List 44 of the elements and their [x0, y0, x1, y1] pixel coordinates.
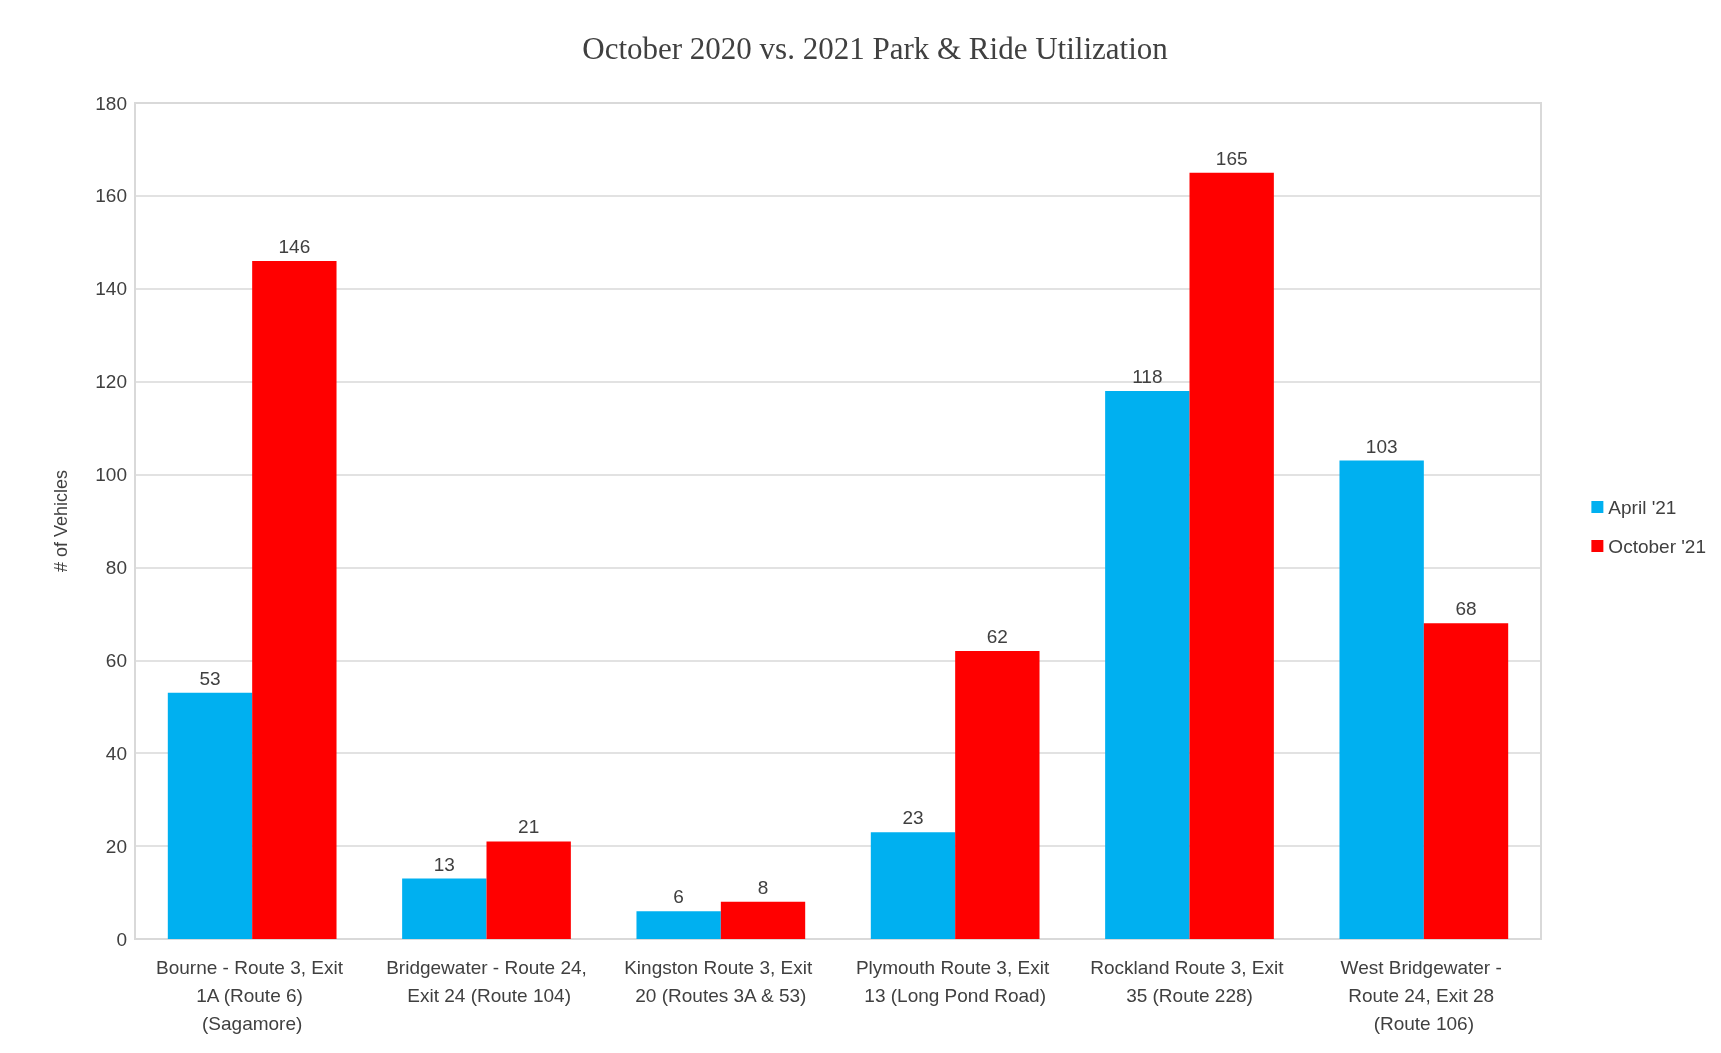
bar: [486, 841, 571, 939]
bar: [1105, 390, 1190, 939]
data-label: 103: [1365, 435, 1398, 457]
data-label: 13: [433, 853, 455, 875]
bar: [1339, 460, 1424, 939]
y-tick-label: 120: [95, 371, 127, 393]
data-label: 118: [1132, 365, 1163, 387]
data-label: 21: [518, 816, 540, 838]
bar: [1423, 623, 1509, 939]
bar: [720, 901, 806, 939]
bar: [402, 878, 487, 939]
bar: [870, 832, 956, 939]
data-label: 165: [1215, 147, 1248, 169]
data-label: 146: [278, 235, 311, 257]
bar: [955, 651, 1040, 939]
x-tick-label: West Bridgewater - Route 24, Exit 28 (Route 106): [1340, 956, 1508, 1034]
y-axis-title: # of Vehicles: [51, 469, 71, 573]
legend-label: April '21: [1608, 496, 1677, 518]
y-tick-label: 180: [95, 92, 127, 114]
y-tick-label: 20: [105, 835, 127, 857]
y-tick-label: 0: [116, 928, 127, 950]
y-tick-label: 80: [105, 556, 127, 578]
data-label: 53: [199, 667, 221, 689]
data-label: 68: [1455, 598, 1477, 620]
chart-title: October 2020 vs. 2021 Park & Ride Utilization: [582, 31, 1169, 66]
y-tick-label: 100: [95, 464, 127, 486]
bar: [1189, 172, 1274, 939]
y-tick-label: 160: [95, 185, 127, 207]
y-tick-label: 40: [105, 742, 127, 764]
bar: [167, 692, 253, 939]
y-tick-label: 60: [105, 649, 127, 671]
x-tick-label: Rockland Route 3, Exit 35 (Route 228): [1090, 956, 1289, 1006]
data-label: 62: [986, 626, 1008, 648]
bar: [252, 260, 337, 939]
data-label: 23: [902, 807, 924, 829]
y-tick-label: 140: [95, 278, 127, 300]
bar: [636, 911, 721, 939]
x-tick-label: Plymouth Route 3, Exit 13 (Long Pond Road): [855, 956, 1055, 1006]
x-tick-label: Bourne - Route 3, Exit 1A (Route 6) (Sagamore): [156, 956, 349, 1034]
data-label: 6: [673, 886, 684, 908]
x-tick-label: Bridgewater - Route 24, Exit 24 (Route 104): [386, 956, 587, 1006]
x-tick-label: Kingston Route 3, Exit 20 (Routes 3A & 53): [624, 956, 818, 1006]
legend-label: October '21: [1608, 535, 1707, 557]
data-label: 8: [757, 876, 769, 898]
